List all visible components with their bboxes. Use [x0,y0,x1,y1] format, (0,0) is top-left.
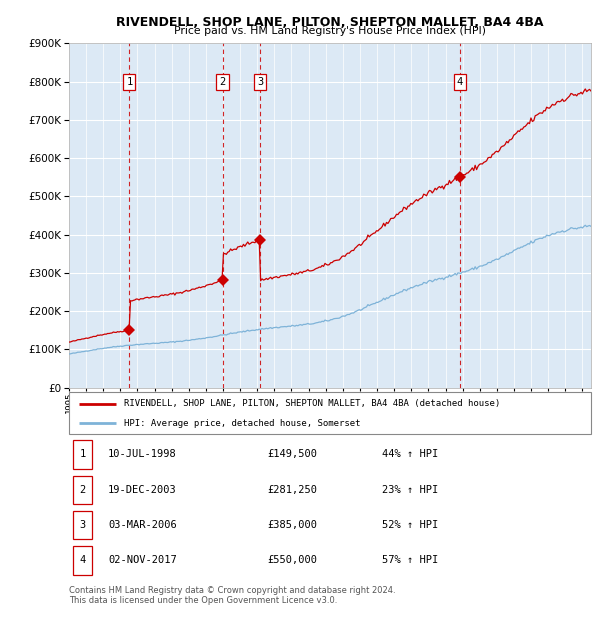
Text: £149,500: £149,500 [268,450,317,459]
FancyBboxPatch shape [73,476,92,504]
Text: £550,000: £550,000 [268,556,317,565]
FancyBboxPatch shape [73,440,92,469]
Text: 02-NOV-2017: 02-NOV-2017 [108,556,177,565]
Text: 3: 3 [257,77,263,87]
Text: 23% ↑ HPI: 23% ↑ HPI [382,485,439,495]
Text: RIVENDELL, SHOP LANE, PILTON, SHEPTON MALLET, BA4 4BA (detached house): RIVENDELL, SHOP LANE, PILTON, SHEPTON MA… [124,399,500,408]
Text: 57% ↑ HPI: 57% ↑ HPI [382,556,439,565]
Text: 2: 2 [80,485,86,495]
Text: Price paid vs. HM Land Registry's House Price Index (HPI): Price paid vs. HM Land Registry's House … [174,26,486,36]
Text: 1: 1 [126,77,133,87]
Text: £281,250: £281,250 [268,485,317,495]
FancyBboxPatch shape [73,546,92,575]
Text: 19-DEC-2003: 19-DEC-2003 [108,485,177,495]
Text: 10-JUL-1998: 10-JUL-1998 [108,450,177,459]
Text: 4: 4 [457,77,463,87]
Text: HPI: Average price, detached house, Somerset: HPI: Average price, detached house, Some… [124,419,361,428]
Text: £385,000: £385,000 [268,520,317,530]
Text: 3: 3 [80,520,86,530]
Text: 4: 4 [80,556,86,565]
Text: Contains HM Land Registry data © Crown copyright and database right 2024.
This d: Contains HM Land Registry data © Crown c… [69,586,395,605]
Text: 2: 2 [220,77,226,87]
Text: 03-MAR-2006: 03-MAR-2006 [108,520,177,530]
Text: RIVENDELL, SHOP LANE, PILTON, SHEPTON MALLET, BA4 4BA: RIVENDELL, SHOP LANE, PILTON, SHEPTON MA… [116,16,544,29]
Text: 52% ↑ HPI: 52% ↑ HPI [382,520,439,530]
Text: 1: 1 [80,450,86,459]
FancyBboxPatch shape [73,511,92,539]
FancyBboxPatch shape [69,392,591,434]
Text: 44% ↑ HPI: 44% ↑ HPI [382,450,439,459]
